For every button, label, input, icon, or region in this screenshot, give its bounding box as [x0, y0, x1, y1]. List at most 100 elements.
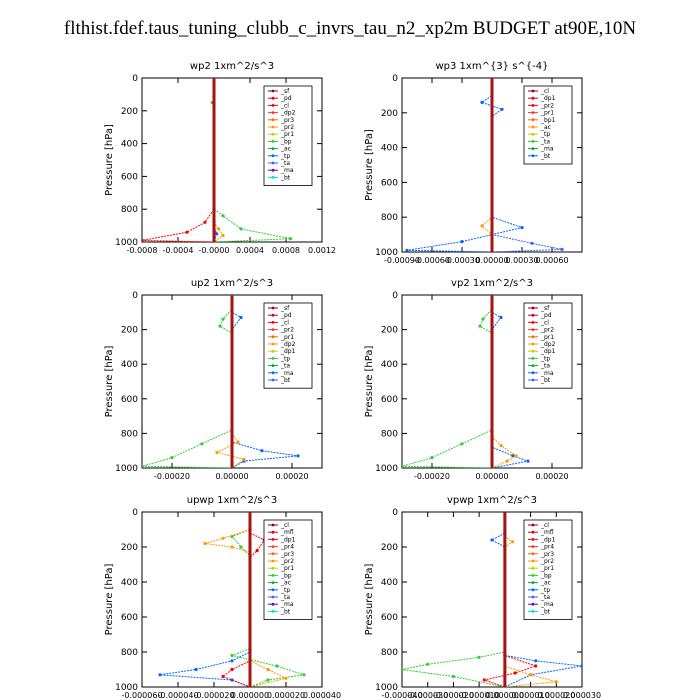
series-point	[514, 454, 518, 458]
x-tick-label: -0.0000	[199, 246, 230, 255]
x-tick-label: -0.000040	[157, 691, 198, 700]
series-point	[534, 659, 538, 663]
y-tick-label: 0	[392, 508, 398, 518]
legend-marker	[271, 125, 275, 129]
y-tick-label: 800	[381, 648, 398, 658]
series-point	[215, 232, 219, 236]
legend-entry: _cl	[540, 522, 549, 529]
x-tick-label: -0.000010	[459, 691, 500, 700]
x-tick-label: -0.0008	[127, 246, 158, 255]
series-line-dp2	[142, 78, 215, 242]
legend-entry: _pr2	[280, 558, 294, 565]
x-tick-label: -0.000020	[433, 691, 474, 700]
series-line-pr1	[402, 512, 506, 687]
y-tick-label: 800	[121, 648, 138, 658]
legend-entry: _dp2	[540, 341, 556, 348]
y-tick-label: 1000	[375, 248, 398, 258]
y-tick-label: 400	[121, 140, 138, 150]
legend-entry: _tp	[280, 355, 290, 362]
x-tick-label: 0.00000	[215, 472, 248, 481]
legend-entry: _ac	[280, 580, 291, 587]
y-tick-label: 400	[121, 578, 138, 588]
x-tick-label: 0.00000	[475, 256, 508, 265]
y-axis-label: Pressure [hPa]	[364, 129, 375, 201]
x-tick-label: -0.000060	[121, 691, 162, 700]
series-point	[260, 449, 264, 453]
legend-marker	[271, 154, 275, 158]
x-tick-label: 0.00020	[275, 472, 308, 481]
legend-marker	[531, 357, 535, 360]
legend-box	[263, 85, 313, 186]
legend-marker	[271, 602, 275, 606]
series-point	[478, 324, 482, 328]
series-point	[230, 667, 234, 672]
legend-marker	[531, 574, 535, 577]
legend-marker	[531, 364, 535, 367]
legend-entry: _sf	[540, 305, 550, 312]
legend-marker	[271, 118, 275, 122]
legend-marker	[531, 306, 535, 310]
figure-title: flthist.fdef.taus_tuning_clubb_c_invrs_t…	[63, 18, 637, 39]
chart-panel-1: wp2 1xm^2/s^3 Pressure [hPa] 0 200 400 600 800…	[104, 61, 336, 255]
series-point	[510, 540, 515, 544]
x-tick-label: -0.00020	[414, 472, 450, 481]
legend-entry: _ta	[540, 138, 550, 145]
legend-marker	[271, 378, 275, 382]
x-tick-label: 0.00000	[475, 472, 508, 481]
y-axis-label: Pressure [hPa]	[104, 124, 115, 196]
legend-entry: _dp2	[280, 110, 296, 117]
legend-marker	[531, 552, 535, 556]
x-tick-label: 0.00030	[505, 256, 538, 265]
legend-marker	[531, 559, 535, 563]
series-line-dp1	[482, 512, 538, 687]
series-point	[142, 238, 144, 242]
legend-marker	[531, 118, 535, 122]
legend-entry: _pr2	[280, 327, 294, 334]
series-line-tp	[406, 78, 524, 252]
legend-entry: _ma	[280, 601, 294, 608]
legend-marker	[271, 610, 275, 613]
chart-panel-4: vp2 1xm^2/s^3 Pressure [hPa] 0 200 400 600 800…	[364, 278, 583, 481]
legend-entry: _dp1	[540, 536, 556, 543]
legend-entry: _bt	[280, 608, 291, 615]
y-axis-label: Pressure [hPa]	[104, 346, 115, 418]
series-point	[480, 224, 484, 228]
series-point	[239, 315, 243, 320]
panel-title: upwp 1xm^2/s^3	[187, 495, 277, 506]
series-point	[230, 545, 234, 549]
panel-title: vpwp 1xm^2/s^3	[447, 495, 537, 506]
legend-marker	[271, 132, 275, 136]
y-tick-label: 200	[121, 107, 138, 117]
legend-entry: _tp	[540, 587, 550, 594]
series-point	[203, 541, 207, 546]
legend-entry: _pd	[280, 95, 292, 102]
legend-marker	[271, 161, 275, 165]
series-point	[221, 674, 225, 679]
series-group	[402, 295, 530, 468]
series-point	[216, 227, 221, 231]
legend-entry: _ac	[540, 580, 551, 587]
legend-marker	[531, 610, 535, 613]
legend-marker	[271, 335, 275, 339]
legend-marker	[271, 559, 275, 563]
legend-box	[263, 302, 313, 389]
legend-marker	[271, 538, 275, 541]
legend-entry: _bt	[540, 608, 551, 615]
y-tick-label: 800	[121, 205, 138, 215]
series-point	[460, 442, 464, 446]
x-tick-label: 0.00060	[535, 256, 568, 265]
legend-marker	[531, 96, 535, 100]
legend-entry: _ma	[540, 370, 554, 377]
series-line-dp2	[402, 295, 493, 468]
legend-marker	[531, 378, 535, 382]
series-line-pr1	[230, 512, 305, 687]
series-point	[405, 248, 409, 252]
legend-marker	[531, 328, 535, 331]
legend-entry: _tp	[540, 355, 550, 362]
series-point	[426, 662, 430, 666]
series-point	[460, 240, 464, 244]
legend-marker	[271, 574, 275, 577]
x-tick-label: -0.0004	[163, 246, 194, 255]
legend-entry: _pr4	[280, 544, 294, 551]
